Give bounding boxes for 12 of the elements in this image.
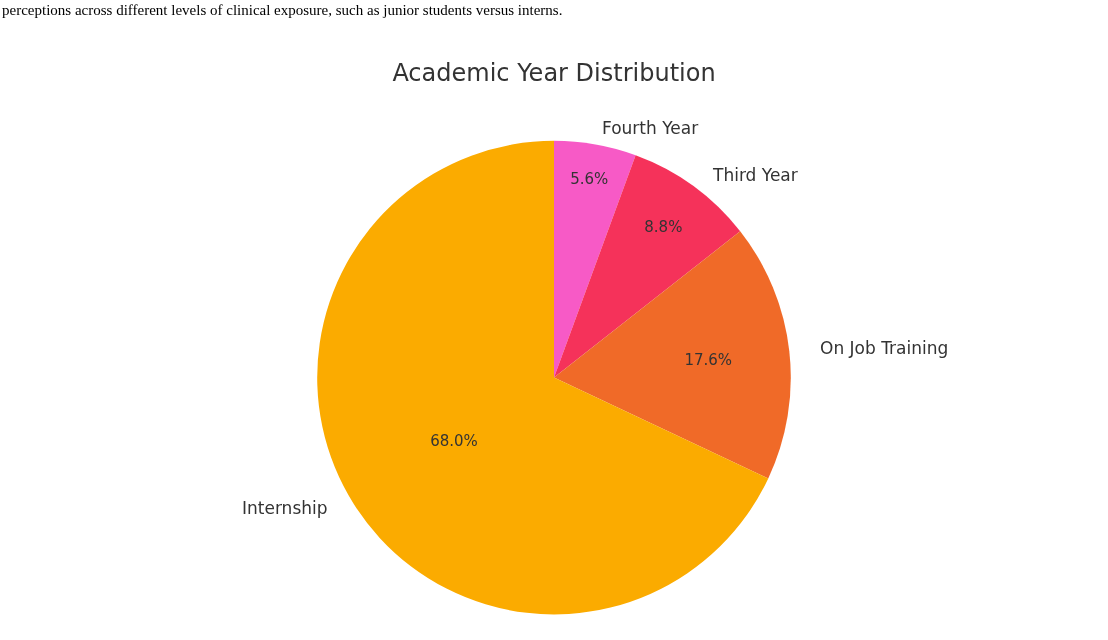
pie-slice xyxy=(554,231,791,479)
data-label: 5.6% xyxy=(570,170,609,189)
slice-label: Fourth Year xyxy=(602,118,699,138)
slice-label: Third Year xyxy=(712,165,798,185)
data-label: 68.0% xyxy=(430,432,478,451)
slice-label: Internship xyxy=(242,498,328,518)
data-label: 17.6% xyxy=(684,351,733,370)
chart-title: Academic Year Distribution xyxy=(392,58,716,87)
data-label: 8.8% xyxy=(644,218,683,237)
slice-label: On Job Training xyxy=(820,338,949,358)
pie-slice xyxy=(554,140,636,378)
text: perceptions across different levels of clinical exposure, such as junior students versus interns. xyxy=(2,2,563,18)
